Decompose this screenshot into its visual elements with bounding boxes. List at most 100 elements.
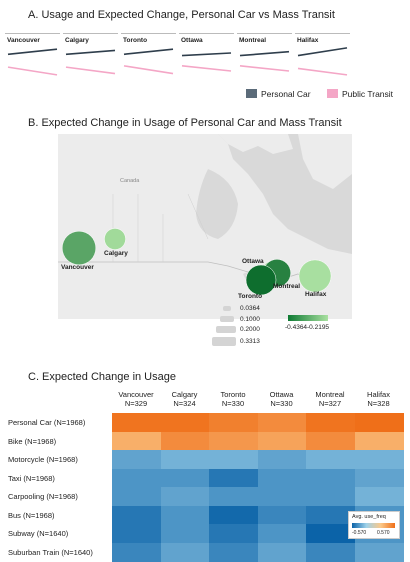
panel-label-halifax: Halifax	[297, 37, 319, 44]
panel-plot-vancouver	[7, 48, 58, 76]
column-header-ottawa: Ottawa N=330	[258, 390, 306, 408]
heatmap-legend-min: -0.570	[352, 530, 367, 536]
heat-cell-suburban-train-n-1640-4	[306, 542, 355, 562]
us-border	[58, 261, 314, 285]
heat-cell-motorcycle-n-1968-1	[160, 450, 210, 469]
panel-plot-ottawa	[181, 52, 232, 72]
line-personal-car-toronto	[123, 48, 174, 56]
heat-cell-taxi-n-1968-4	[306, 468, 355, 488]
heat-cell-personal-car-n-1968-2	[209, 413, 258, 432]
panel-ottawa: Ottawa	[179, 33, 234, 84]
legend-swatch-personal-car	[246, 89, 257, 98]
column-header-city: Vancouver	[118, 390, 154, 399]
heat-cell-bike-n-1968-1	[160, 431, 210, 451]
heat-cell-suburban-train-n-1640-5	[354, 542, 404, 562]
heat-cell-carpooling-n-1968-5	[354, 487, 404, 506]
heat-cell-suburban-train-n-1640-0	[112, 542, 161, 562]
heat-cell-carpooling-n-1968-3	[257, 487, 307, 506]
column-header-city: Toronto	[220, 390, 246, 399]
line-public-transit-ottawa	[181, 65, 232, 72]
heat-cell-personal-car-n-1968-0	[112, 413, 161, 432]
city-label-halifax: Halifax	[305, 291, 327, 298]
heatmap-legend-title: Avg. use_freq	[352, 514, 386, 520]
heat-cell-personal-car-n-1968-3	[257, 413, 307, 432]
size-legend-value-1: 0.0364	[240, 305, 260, 312]
greenland	[298, 134, 352, 189]
section-b-title: B. Expected Change in Usage of Personal …	[28, 117, 342, 129]
heat-cell-motorcycle-n-1968-4	[306, 450, 355, 469]
heat-cell-subway-n-1640-4	[306, 524, 355, 543]
heat-cell-carpooling-n-1968-4	[306, 487, 355, 506]
column-header-city: Montreal	[315, 390, 345, 399]
heatmap-color-legend: Avg. use_freq -0.570 0.570	[348, 511, 400, 539]
arctic-islands	[218, 134, 293, 154]
section-c-title: C. Expected Change in Usage	[28, 371, 176, 383]
line-public-transit-vancouver	[7, 66, 58, 76]
section-a-title: A. Usage and Expected Change, Personal C…	[28, 9, 335, 21]
city-label-toronto: Toronto	[238, 293, 263, 300]
heat-cell-motorcycle-n-1968-3	[257, 450, 307, 469]
map-color-legend-max: -0.2195	[307, 324, 330, 331]
heat-cell-bike-n-1968-2	[209, 431, 258, 451]
panel-plot-calgary	[65, 49, 116, 75]
heat-cell-taxi-n-1968-5	[354, 468, 404, 488]
column-header-city: Ottawa	[269, 390, 294, 399]
heat-cell-bus-n-1968-2	[209, 505, 258, 525]
bubble-calgary	[104, 228, 126, 250]
heat-cell-motorcycle-n-1968-5	[354, 450, 404, 469]
panel-vancouver: Vancouver	[5, 33, 60, 84]
column-header-count: N=328	[367, 399, 390, 408]
column-header-calgary: Calgary N=324	[161, 390, 209, 408]
map-color-legend-min: -0.4364	[285, 324, 308, 331]
heat-cell-bus-n-1968-4	[306, 505, 355, 525]
column-header-montreal: Montreal N=327	[306, 390, 354, 408]
heat-cell-motorcycle-n-1968-0	[112, 450, 161, 469]
line-personal-car-montreal	[239, 50, 290, 57]
panel-label-calgary: Calgary	[65, 37, 89, 44]
city-label-vancouver: Vancouver	[61, 264, 94, 271]
column-header-city: Calgary	[171, 390, 198, 399]
size-legend-value-4: 0.3313	[240, 338, 260, 345]
legend-label-public-transit: Public Transit	[342, 89, 394, 99]
column-header-count: N=330	[270, 399, 293, 408]
line-personal-car-halifax	[297, 47, 348, 57]
heat-cell-subway-n-1640-3	[257, 524, 307, 543]
size-legend-value-2: 0.1000	[240, 316, 260, 323]
heat-cell-bike-n-1968-4	[306, 431, 355, 451]
bubble-halifax	[298, 259, 332, 293]
heat-cell-taxi-n-1968-3	[257, 468, 307, 488]
row-label-suburban-train-n-1640: Suburban Train (N=1640)	[8, 547, 93, 557]
size-legend-mark-2	[220, 316, 234, 322]
line-public-transit-montreal	[239, 65, 290, 72]
line-public-transit-halifax	[297, 67, 348, 76]
heat-cell-taxi-n-1968-2	[209, 468, 258, 488]
heat-cell-personal-car-n-1968-4	[306, 413, 355, 432]
heat-cell-bus-n-1968-0	[112, 505, 161, 525]
city-bubbles	[61, 228, 332, 296]
heat-cell-bike-n-1968-5	[354, 431, 404, 451]
map-color-legend-bar	[288, 315, 328, 321]
size-legend-mark-3	[216, 326, 236, 333]
hudson-bay	[196, 169, 238, 239]
map[interactable]: Canada	[58, 134, 352, 319]
panel-label-montreal: Montreal	[239, 37, 267, 44]
heat-cell-bike-n-1968-3	[257, 431, 307, 451]
column-header-halifax: Halifax N=328	[355, 390, 403, 408]
column-header-count: N=324	[173, 399, 196, 408]
column-header-toronto: Toronto N=330	[209, 390, 257, 408]
heatmap-legend-bar	[352, 523, 395, 528]
column-header-count: N=330	[221, 399, 245, 408]
panel-label-toronto: Toronto	[123, 37, 148, 44]
city-label-montreal: Montreal	[273, 283, 301, 290]
heat-cell-carpooling-n-1968-2	[209, 487, 258, 506]
line-personal-car-calgary	[65, 49, 116, 56]
heatmap-legend-max: 0.570	[377, 530, 390, 536]
heat-cell-personal-car-n-1968-5	[354, 413, 404, 432]
column-header-city: Halifax	[367, 390, 390, 399]
line-public-transit-toronto	[123, 65, 174, 75]
row-label-taxi-n-1968: Taxi (N=1968)	[8, 473, 55, 483]
line-public-transit-calgary	[65, 66, 116, 75]
heat-cell-motorcycle-n-1968-2	[209, 450, 258, 469]
map-svg	[58, 134, 352, 319]
row-label-subway-n-1640: Subway (N=1640)	[8, 529, 69, 538]
